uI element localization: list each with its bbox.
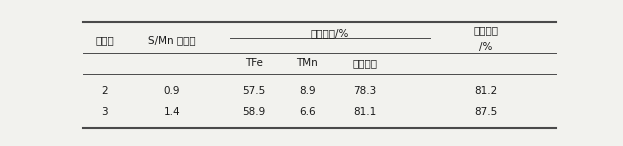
Text: S/Mn 摸尔比: S/Mn 摸尔比 — [148, 35, 196, 45]
Text: 58.9: 58.9 — [242, 107, 266, 117]
Text: 81.1: 81.1 — [353, 107, 377, 117]
Text: TFe: TFe — [245, 58, 263, 68]
Text: 57.5: 57.5 — [242, 86, 266, 96]
Text: /%: /% — [479, 42, 493, 52]
Text: 磁选精矿/%: 磁选精矿/% — [311, 28, 350, 38]
Text: 0.9: 0.9 — [164, 86, 180, 96]
Text: 87.5: 87.5 — [474, 107, 498, 117]
Text: TMn: TMn — [297, 58, 318, 68]
Text: 6.6: 6.6 — [299, 107, 315, 117]
Text: 81.2: 81.2 — [474, 86, 498, 96]
Text: 对比例: 对比例 — [95, 35, 114, 45]
Text: 铁回收率: 铁回收率 — [353, 58, 378, 68]
Text: 锶浸出率: 锶浸出率 — [473, 25, 498, 35]
Text: 78.3: 78.3 — [353, 86, 377, 96]
Text: 2: 2 — [101, 86, 108, 96]
Text: 1.4: 1.4 — [164, 107, 180, 117]
Text: 3: 3 — [101, 107, 108, 117]
Text: 8.9: 8.9 — [299, 86, 315, 96]
